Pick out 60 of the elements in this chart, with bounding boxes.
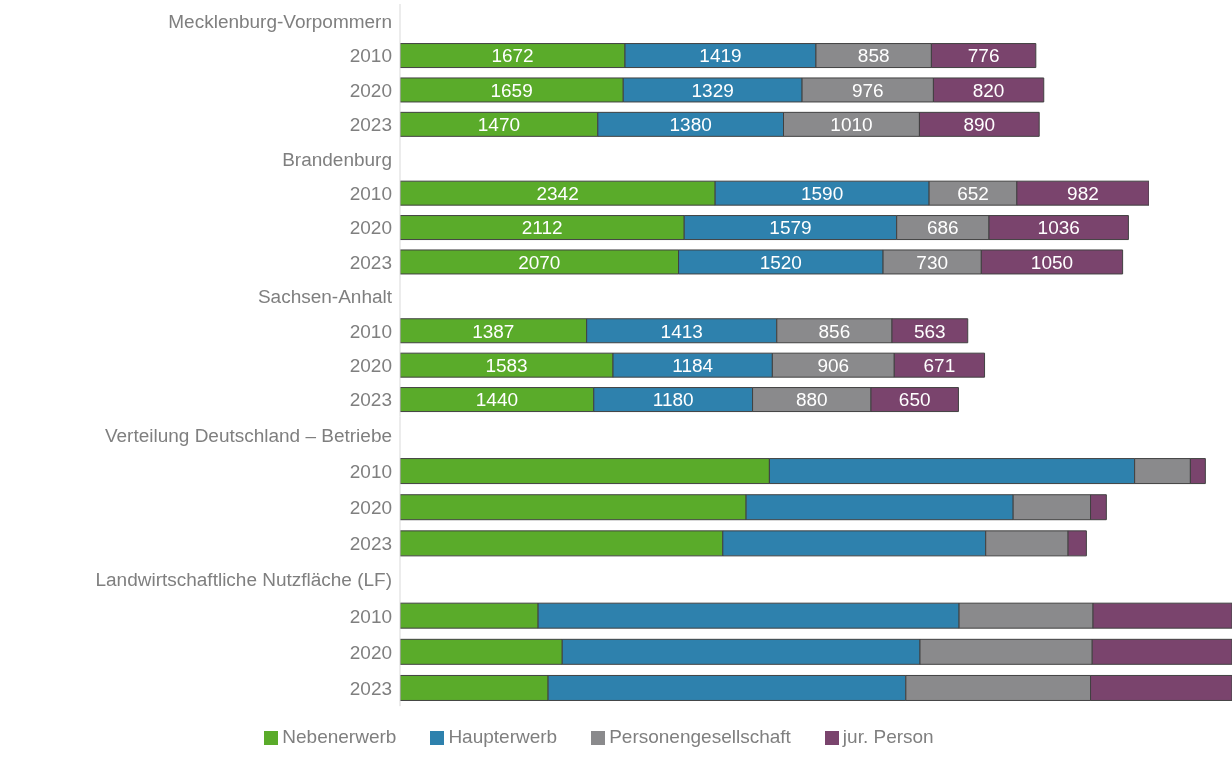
- data-label: 1413: [660, 320, 703, 342]
- data-label: 1387: [472, 320, 515, 342]
- data-label: 1184: [672, 354, 714, 376]
- data-label: 1659: [490, 79, 533, 101]
- data-label: 1470: [477, 114, 521, 136]
- data-label: 730: [916, 251, 949, 273]
- y-tick-label: 2023: [349, 114, 392, 136]
- data-label: 982: [1067, 182, 1099, 204]
- data-label: 2342: [536, 182, 579, 204]
- data-label: 2070: [518, 251, 561, 273]
- y-tick-label: Sachsen-Anhalt: [257, 286, 393, 308]
- legend-label: Nebenerwerb: [282, 725, 397, 747]
- data-label: 858: [857, 45, 890, 67]
- data-label: 1520: [759, 251, 802, 273]
- y-tick-label: 2020: [349, 641, 393, 663]
- data-label: 1590: [801, 182, 844, 204]
- data-label: 652: [957, 182, 989, 204]
- y-tick-label: 2023: [349, 677, 393, 699]
- data-label: 1380: [669, 114, 712, 136]
- data-label: 671: [923, 354, 956, 376]
- data-label: 2112: [521, 217, 563, 239]
- legend-label: Personengesellschaft: [609, 725, 791, 747]
- data-label: 1672: [491, 45, 534, 67]
- data-label: 890: [963, 114, 996, 136]
- y-tick-label: 2020: [349, 496, 393, 518]
- legend-label: Haupterwerb: [448, 725, 558, 747]
- data-label: 1583: [485, 354, 528, 376]
- data-label: 1440: [475, 389, 519, 411]
- data-label: 856: [818, 320, 851, 342]
- data-label: 906: [817, 354, 850, 376]
- data-label: 776: [967, 45, 1000, 67]
- y-tick-label: Verteilung Deutschland – Betriebe: [104, 424, 393, 446]
- y-tick-label: 2023: [349, 389, 392, 411]
- data-label: 1036: [1037, 217, 1080, 239]
- y-tick-label: 2010: [349, 320, 392, 342]
- data-label: 880: [795, 389, 828, 411]
- data-label: 563: [914, 320, 946, 342]
- y-tick-label: 2010: [349, 460, 393, 482]
- legend-label: jur. Person: [842, 725, 934, 747]
- y-tick-label: 2023: [349, 533, 393, 555]
- data-label: 650: [898, 389, 931, 411]
- data-label: 1329: [691, 79, 734, 101]
- y-tick-label: Landwirtschaftliche Nutzfläche (LF): [95, 569, 393, 591]
- y-tick-label: Brandenburg: [282, 148, 392, 170]
- y-tick-label: 2010: [349, 605, 393, 627]
- data-label: 1579: [769, 217, 812, 239]
- y-tick-label: 2010: [349, 45, 392, 67]
- y-tick-label: Mecklenburg-Vorpommern: [168, 10, 392, 32]
- y-tick-label: 2023: [349, 251, 392, 273]
- y-tick-label: 2020: [349, 217, 392, 239]
- data-label: 1010: [830, 114, 873, 136]
- data-label: 1419: [699, 45, 742, 67]
- y-tick-label: 2020: [349, 354, 392, 376]
- data-label: 1180: [652, 389, 694, 411]
- data-label: 1050: [1030, 251, 1074, 273]
- data-label: 686: [927, 217, 959, 239]
- data-label: 976: [851, 79, 884, 101]
- y-tick-label: 2010: [349, 182, 392, 204]
- data-label: 820: [972, 79, 1005, 101]
- y-tick-label: 2020: [349, 79, 392, 101]
